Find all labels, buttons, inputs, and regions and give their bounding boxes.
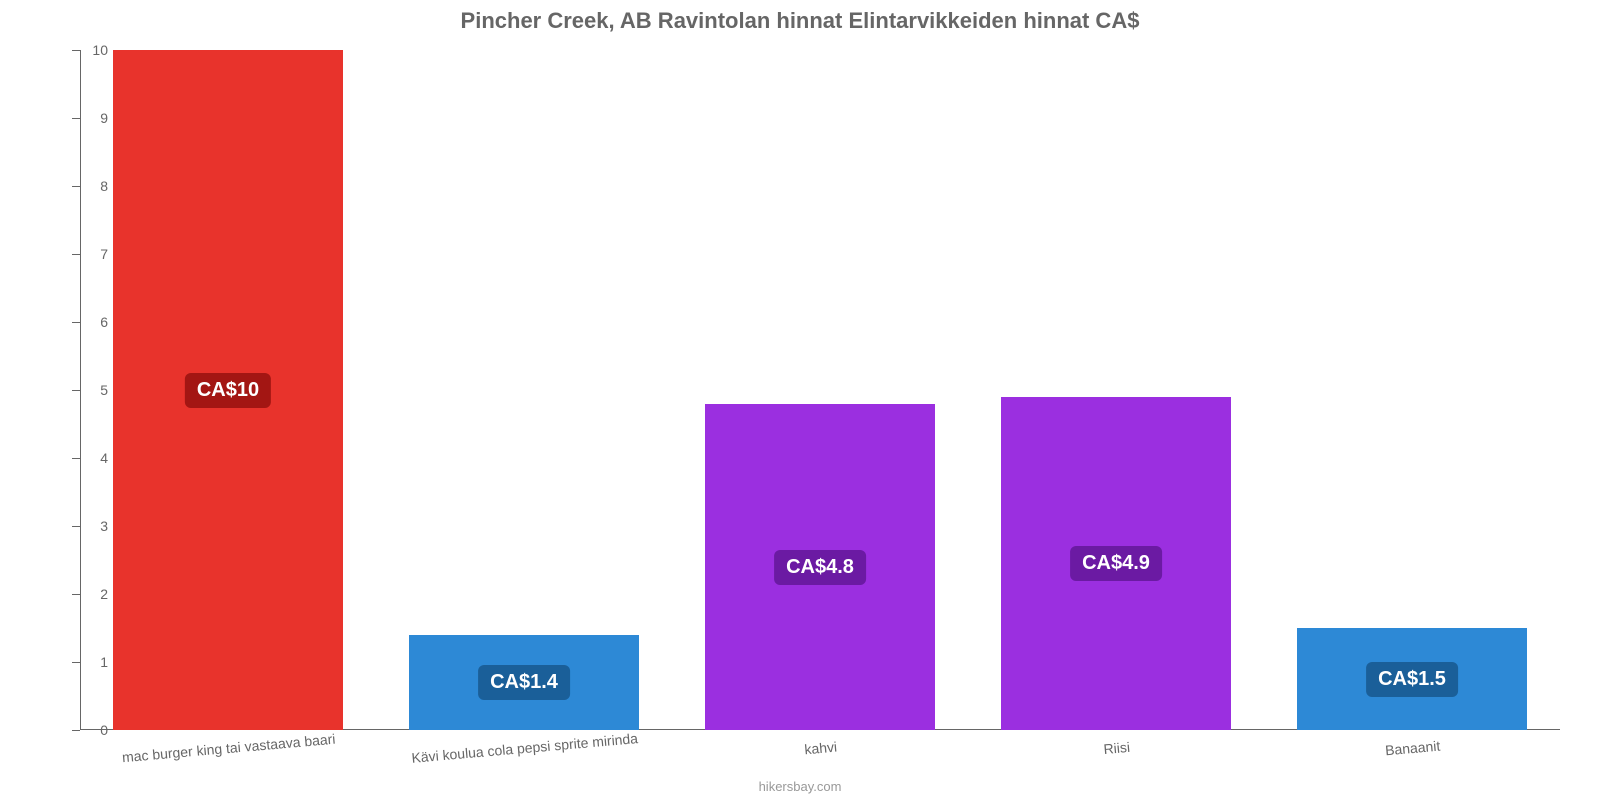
y-tick (72, 254, 80, 255)
y-tick-label: 2 (100, 586, 108, 602)
value-badge: CA$1.5 (1366, 662, 1458, 697)
y-tick (72, 594, 80, 595)
y-tick (72, 730, 80, 731)
plot-area: CA$10 CA$1.4 CA$4.8 CA$4.9 CA$1.5 (80, 50, 1560, 730)
y-tick-label: 1 (100, 654, 108, 670)
y-tick (72, 118, 80, 119)
x-category-label: kahvi (804, 739, 838, 758)
y-tick (72, 662, 80, 663)
y-tick (72, 390, 80, 391)
y-tick-label: 5 (100, 382, 108, 398)
y-tick (72, 186, 80, 187)
y-tick-label: 8 (100, 178, 108, 194)
value-badge: CA$1.4 (478, 665, 570, 700)
y-tick-label: 0 (100, 722, 108, 738)
y-axis (80, 50, 81, 730)
chart-container: Pincher Creek, AB Ravintolan hinnat Elin… (0, 0, 1600, 800)
y-tick-label: 6 (100, 314, 108, 330)
attribution-text: hikersbay.com (0, 779, 1600, 794)
y-tick-label: 10 (92, 42, 108, 58)
chart-title: Pincher Creek, AB Ravintolan hinnat Elin… (0, 8, 1600, 34)
x-category-label: mac burger king tai vastaava baari (121, 731, 336, 766)
value-badge: CA$10 (185, 373, 271, 408)
x-category-label: Riisi (1103, 739, 1131, 757)
y-tick-label: 3 (100, 518, 108, 534)
y-tick (72, 322, 80, 323)
value-badge: CA$4.8 (774, 550, 866, 585)
y-tick (72, 526, 80, 527)
y-tick (72, 50, 80, 51)
y-tick-label: 4 (100, 450, 108, 466)
y-tick-label: 7 (100, 246, 108, 262)
value-badge: CA$4.9 (1070, 546, 1162, 581)
x-category-label: Banaanit (1384, 738, 1440, 759)
x-category-label: Kävi koulua cola pepsi sprite mirinda (411, 730, 639, 766)
y-tick-label: 9 (100, 110, 108, 126)
y-tick (72, 458, 80, 459)
